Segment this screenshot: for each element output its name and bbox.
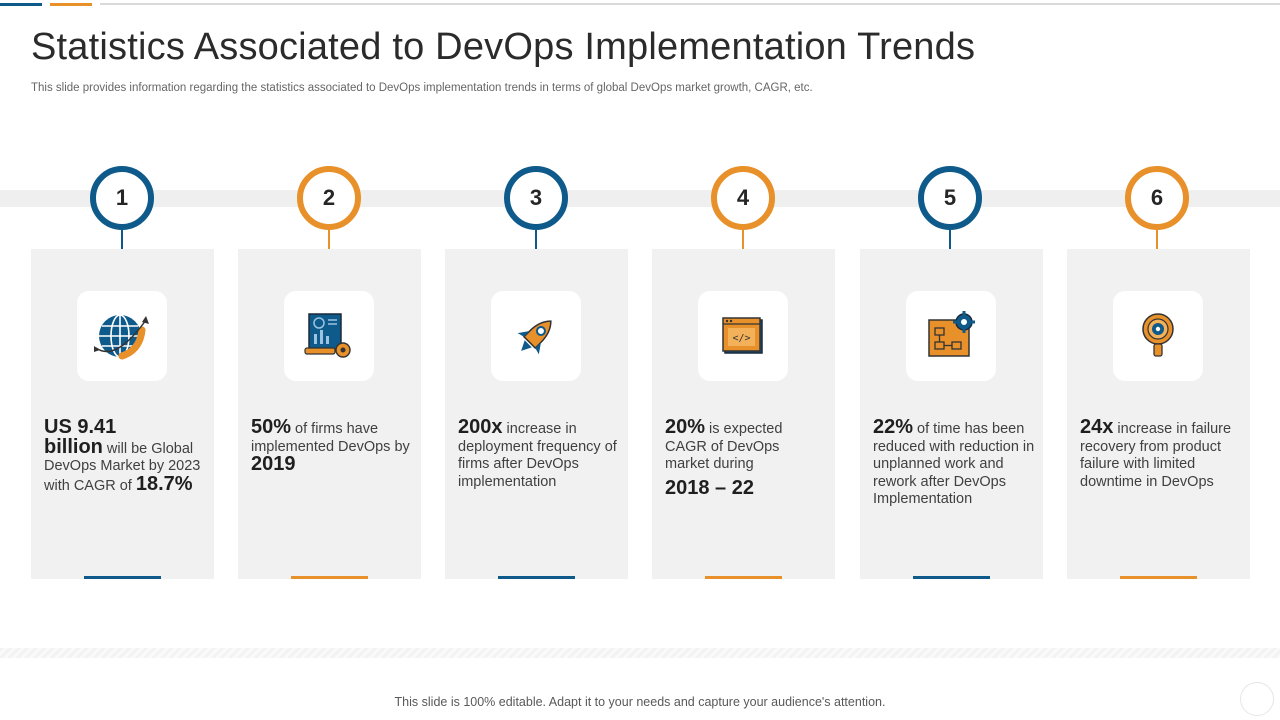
stat-card-2: 50% of firms have implemented DevOps by …	[238, 249, 421, 579]
step-connector-2	[328, 230, 330, 249]
card-accent-bar	[1120, 576, 1197, 579]
icon-tile: </>	[698, 291, 788, 381]
step-connector-6	[1156, 230, 1158, 249]
rocket-icon	[517, 320, 552, 355]
icon-tile	[77, 291, 167, 381]
svg-text:</>: </>	[732, 333, 750, 344]
icon-tile	[284, 291, 374, 381]
top-accent-blue	[0, 3, 42, 6]
step-circle-2: 2	[297, 166, 361, 230]
step-circle-4: 4	[711, 166, 775, 230]
stat-highlight: 50%	[251, 416, 292, 438]
step-circle-3: 3	[504, 166, 568, 230]
stat-text-5: 22% of time has been reduced with reduct…	[873, 416, 1035, 509]
stat-text-2: 50% of firms have implemented DevOps by …	[251, 416, 413, 476]
stat-card-1: US 9.41 billion will be Global DevOps Mar…	[31, 249, 214, 579]
step-connector-5	[949, 230, 951, 249]
stat-card-6: 24x increase in failure recovery from pr…	[1067, 249, 1250, 579]
analytics-report-icon	[304, 313, 351, 358]
card-accent-bar	[705, 576, 782, 579]
stat-description: will be Global DevOps Market by 2023 wit…	[44, 440, 201, 494]
stat-description: is expected CAGR of DevOps market during	[665, 421, 783, 472]
footer-note: This slide is 100% editable. Adapt it to…	[394, 695, 886, 709]
slide-subtitle: This slide provides information regardin…	[31, 82, 813, 94]
card-accent-bar	[291, 576, 368, 579]
stat-description: of firms have implemented DevOps by	[251, 421, 410, 455]
stat-highlight: billion	[44, 435, 103, 458]
stat-card-3: 200x increase in deployment frequency of…	[445, 249, 628, 579]
stat-highlight: 2019	[251, 453, 296, 475]
step-circle-5: 5	[918, 166, 982, 230]
card-accent-bar	[913, 576, 990, 579]
icon-tile	[1113, 291, 1203, 381]
stat-highlight: US 9.41	[44, 416, 117, 438]
card-accent-bar	[84, 576, 161, 579]
footer-band	[0, 648, 1280, 658]
stat-highlight: 24x	[1080, 416, 1114, 438]
slide-title: Statistics Associated to DevOps Implemen…	[31, 26, 976, 68]
stat-highlight: 22%	[873, 416, 914, 438]
step-connector-4	[742, 230, 744, 249]
top-accent-line	[100, 3, 1280, 5]
step-connector-1	[121, 230, 123, 249]
blueprint-gear-icon	[928, 311, 975, 357]
stat-text-1: US 9.41 billion will be Global DevOps Mar…	[44, 416, 206, 495]
stat-highlight: 20%	[665, 416, 706, 438]
corner-circle	[1240, 682, 1274, 716]
stat-highlight: 2018 – 22	[665, 476, 754, 499]
code-window-icon: </>	[722, 317, 763, 354]
top-accent-orange	[50, 3, 92, 6]
stat-text-6: 24x increase in failure recovery from pr…	[1080, 416, 1242, 491]
timeline-band	[0, 190, 1280, 207]
step-circle-1: 1	[90, 166, 154, 230]
stat-card-4: </> 20% is expected CAGR of DevOps marke…	[652, 249, 835, 579]
stat-highlight: 200x	[458, 416, 503, 438]
stat-card-5: 22% of time has been reduced with reduct…	[860, 249, 1043, 579]
stat-description: increase in deployment frequency of firm…	[458, 421, 617, 490]
card-accent-bar	[498, 576, 575, 579]
globe-icon	[94, 314, 149, 360]
stat-text-3: 200x increase in deployment frequency of…	[458, 416, 620, 491]
step-circle-6: 6	[1125, 166, 1189, 230]
stat-description: increase in failure recovery from produc…	[1080, 421, 1232, 490]
stat-text-4: 20% is expected CAGR of DevOps market du…	[665, 416, 827, 499]
step-connector-3	[535, 230, 537, 249]
stat-description: of time has been reduced with reduction …	[873, 421, 1035, 507]
icon-tile	[906, 291, 996, 381]
magnifier-gear-icon	[1142, 313, 1174, 357]
stat-highlight: 18.7%	[135, 472, 193, 495]
icon-tile	[491, 291, 581, 381]
